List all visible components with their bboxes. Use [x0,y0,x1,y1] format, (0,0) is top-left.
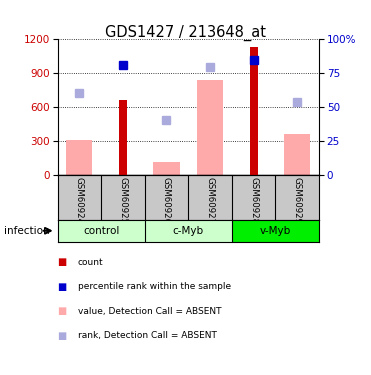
Bar [250,47,257,175]
Bar [58,220,145,242]
Text: v-Myb: v-Myb [260,226,291,236]
Text: rank, Detection Call = ABSENT: rank, Detection Call = ABSENT [78,331,217,340]
Bar [119,100,127,175]
Bar [154,162,180,175]
Text: count: count [78,258,104,267]
Text: ■: ■ [58,258,67,267]
Text: GSM60927: GSM60927 [206,177,214,224]
Text: ■: ■ [58,331,67,340]
Bar [145,220,232,242]
Text: GSM60928: GSM60928 [249,177,258,224]
Text: GSM60925: GSM60925 [118,177,127,224]
Text: GSM60926: GSM60926 [162,177,171,224]
Bar [232,220,319,242]
Text: GSM60929: GSM60929 [293,177,302,224]
Text: ■: ■ [58,282,67,292]
Bar [197,80,223,175]
Bar [284,135,310,175]
Text: infection: infection [4,226,49,236]
Text: c-Myb: c-Myb [173,226,204,236]
Text: value, Detection Call = ABSENT: value, Detection Call = ABSENT [78,307,221,316]
Text: control: control [83,226,119,236]
Text: GDS1427 / 213648_at: GDS1427 / 213648_at [105,24,266,40]
Text: GSM60924: GSM60924 [75,177,84,224]
Text: ■: ■ [58,306,67,316]
Text: percentile rank within the sample: percentile rank within the sample [78,282,231,291]
Bar [66,140,92,175]
